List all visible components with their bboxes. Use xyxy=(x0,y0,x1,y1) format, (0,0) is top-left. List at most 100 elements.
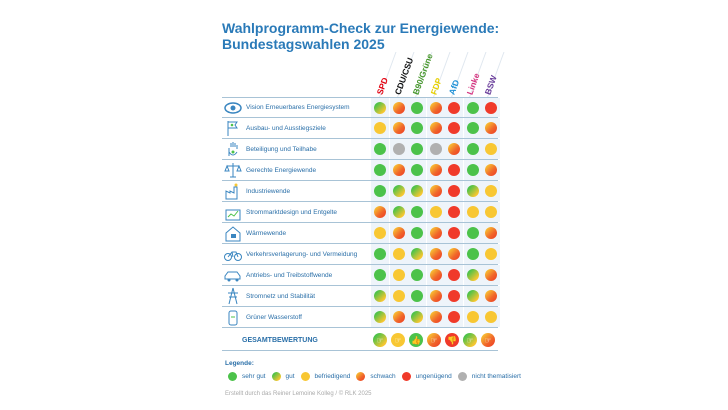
rating-dot-befriedigend xyxy=(466,206,479,218)
rating-cell xyxy=(445,265,463,285)
rating-dot-ungenuegend xyxy=(448,164,460,176)
legend-item: schwach xyxy=(356,372,396,381)
rating-dot-ungenuegend xyxy=(485,101,497,114)
rating-cell xyxy=(445,98,463,117)
rating-cell xyxy=(463,307,482,327)
rating-cell xyxy=(426,286,445,306)
row-label: Ausbau- und Ausstiegsziele xyxy=(246,124,326,132)
rating-cell xyxy=(371,202,389,222)
rating-dot-schwach xyxy=(485,290,497,302)
legend-item: gut xyxy=(271,372,295,381)
rating-cell xyxy=(463,265,482,285)
rating-table: Vision Erneuerbares Energiesystem Ausbau-… xyxy=(222,97,500,328)
rating-cell xyxy=(408,181,426,201)
legend-dot xyxy=(401,372,411,381)
rating-dot-befriedigend xyxy=(485,143,497,155)
overall-rating-schwach: ☞ xyxy=(427,333,441,347)
row-label: Antriebs- und Treibstoffwende xyxy=(246,271,333,279)
table-row: Gerechte Energiewende xyxy=(222,160,500,181)
rating-dot-nicht xyxy=(392,143,405,155)
legend-dot xyxy=(228,372,237,381)
bicycle-icon xyxy=(223,245,243,263)
rating-cell xyxy=(389,244,408,264)
overall-rating-gut: ☞ xyxy=(463,333,477,347)
rating-dot-schwach xyxy=(429,164,442,176)
rating-cell xyxy=(389,160,408,180)
rating-dot-sehr_gut xyxy=(466,227,479,239)
rating-cell xyxy=(426,181,445,201)
rating-dot-gut xyxy=(392,206,405,218)
rating-cell xyxy=(445,244,463,264)
overall-rating-row: GESAMTBEWERTUNG ☞ ☞ 👍 ☞ 👎 ☞ ☞ xyxy=(222,331,498,351)
rating-cell xyxy=(371,307,389,327)
rating-dot-schwach xyxy=(485,164,497,176)
hand-pointing-icon: ☞ xyxy=(430,335,438,345)
footer-credit: Erstellt durch das Reiner Lemoine Kolleg… xyxy=(225,391,372,397)
rating-dot-sehr_gut xyxy=(374,164,386,176)
rating-cell xyxy=(426,265,445,285)
table-row: Grüner Wasserstoff xyxy=(222,307,500,328)
hand-icon xyxy=(223,140,243,158)
rating-cell xyxy=(426,244,445,264)
rating-cell xyxy=(371,244,389,264)
table-row: Strommarktdesign und Entgelte xyxy=(222,202,500,223)
rating-cell xyxy=(408,286,426,306)
rating-dot-gut xyxy=(392,185,405,197)
rating-dot-schwach xyxy=(429,290,442,302)
rating-cell xyxy=(408,307,426,327)
rating-dot-schwach xyxy=(485,122,497,134)
rating-dot-sehr_gut xyxy=(411,206,423,218)
rating-cell xyxy=(389,265,408,285)
rating-cell xyxy=(408,265,426,285)
rating-cell xyxy=(463,181,482,201)
legend-label: befriedigend xyxy=(314,373,351,380)
rating-dot-befriedigend xyxy=(485,248,497,260)
rating-dot-gut xyxy=(411,248,423,260)
table-row: Stromnetz und Stabilität xyxy=(222,286,500,307)
legend-dot xyxy=(271,372,281,381)
rating-cell xyxy=(371,286,389,306)
rating-cell xyxy=(389,286,408,306)
row-label: Wärmewende xyxy=(246,229,287,237)
rating-cell xyxy=(389,181,408,201)
rating-dot-schwach xyxy=(429,227,442,239)
rating-dot-befriedigend xyxy=(485,311,497,323)
factory-icon xyxy=(223,182,243,200)
overall-rating-ungenuegend: 👎 xyxy=(445,333,459,347)
rating-cell xyxy=(426,223,445,243)
rating-dot-ungenuegend xyxy=(448,101,460,114)
scales-icon xyxy=(223,161,243,179)
rating-dot-gut xyxy=(374,311,386,323)
row-label: Vision Erneuerbares Energiesystem xyxy=(246,104,350,111)
rating-dot-schwach xyxy=(429,248,442,260)
rating-cell xyxy=(371,98,389,117)
rating-dot-befriedigend xyxy=(485,206,497,218)
rating-cell xyxy=(445,118,463,138)
table-row: Ausbau- und Ausstiegsziele xyxy=(222,118,500,139)
rating-cell xyxy=(445,139,463,159)
table-row: Beteiligung und Teilhabe xyxy=(222,139,500,160)
party-label: Linke xyxy=(464,71,482,96)
rating-cell xyxy=(463,160,482,180)
rating-dot-befriedigend xyxy=(374,122,386,134)
legend-label: sehr gut xyxy=(242,373,266,380)
row-label: Gerechte Energiewende xyxy=(246,166,317,174)
rating-dot-ungenuegend xyxy=(448,311,460,323)
rating-cell xyxy=(482,118,500,138)
overall-rating-schwach: ☞ xyxy=(481,333,495,347)
rating-cell xyxy=(389,223,408,243)
legend-dot xyxy=(300,372,310,381)
rating-cell xyxy=(445,286,463,306)
rating-cell xyxy=(445,202,463,222)
page-title: Wahlprogramm-Check zur Energiewende: Bun… xyxy=(222,20,500,52)
rating-cell xyxy=(371,223,389,243)
rating-cell xyxy=(426,98,445,117)
rating-cell xyxy=(371,181,389,201)
legend-item: sehr gut xyxy=(228,372,266,381)
rating-dot-sehr_gut xyxy=(466,143,479,155)
rating-cell xyxy=(482,265,500,285)
rating-cell xyxy=(445,223,463,243)
rating-dot-ungenuegend xyxy=(448,206,460,218)
row-label: Stromnetz und Stabilität xyxy=(246,292,316,300)
house-icon xyxy=(223,224,243,242)
